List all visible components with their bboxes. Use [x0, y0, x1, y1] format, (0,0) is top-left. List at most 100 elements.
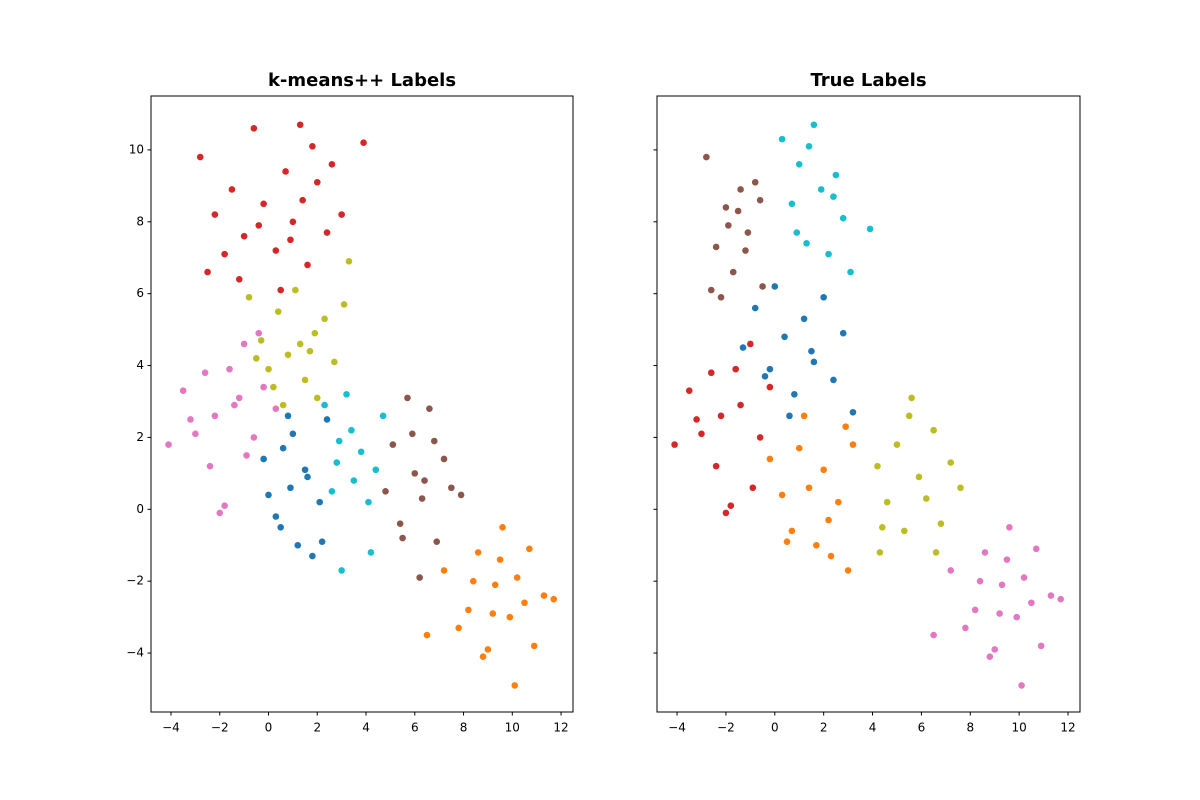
- point: [331, 358, 338, 366]
- point: [350, 477, 358, 484]
- point: [372, 466, 380, 474]
- point: [832, 171, 840, 179]
- point: [879, 523, 886, 531]
- point: [235, 275, 243, 283]
- point: [1020, 574, 1028, 581]
- point: [277, 523, 284, 531]
- point: [756, 434, 764, 441]
- point: [284, 351, 292, 359]
- point: [810, 358, 818, 366]
- point: [479, 653, 487, 660]
- chart-title: k-means++ Labels: [268, 70, 456, 91]
- point: [971, 606, 979, 614]
- point: [311, 329, 319, 337]
- point: [328, 488, 336, 495]
- point: [421, 477, 428, 484]
- point: [309, 552, 316, 560]
- point: [260, 383, 267, 391]
- point: [399, 534, 406, 542]
- point: [513, 574, 521, 581]
- point: [440, 567, 448, 574]
- point: [484, 646, 492, 653]
- point: [321, 401, 328, 409]
- y-tick-label: 2: [136, 430, 144, 444]
- x-tick-label: 0: [771, 721, 779, 735]
- point: [396, 520, 404, 527]
- point: [830, 376, 837, 384]
- point: [766, 365, 774, 373]
- point: [318, 538, 326, 545]
- point: [211, 211, 219, 218]
- point: [294, 541, 302, 549]
- point: [722, 509, 730, 517]
- point: [900, 527, 908, 535]
- point: [847, 268, 854, 276]
- y-tick-label: −2: [126, 574, 144, 588]
- point: [216, 509, 224, 517]
- point: [282, 168, 289, 175]
- point: [299, 196, 306, 204]
- point: [805, 484, 813, 492]
- point: [196, 153, 204, 161]
- point: [240, 340, 248, 348]
- point: [211, 412, 219, 420]
- point: [781, 333, 788, 341]
- point: [744, 229, 752, 236]
- point: [338, 567, 345, 574]
- point: [1013, 613, 1021, 621]
- point: [243, 452, 250, 459]
- point: [526, 545, 533, 553]
- point: [469, 577, 477, 585]
- point: [957, 484, 964, 492]
- point: [1003, 556, 1011, 563]
- point: [839, 329, 847, 337]
- x-tick-label: 6: [411, 721, 419, 735]
- point: [289, 430, 297, 438]
- x-tick-label: 12: [1060, 721, 1075, 735]
- point: [418, 495, 426, 502]
- point: [915, 473, 923, 481]
- point: [540, 592, 548, 599]
- point: [820, 466, 827, 474]
- point: [981, 549, 989, 556]
- point: [474, 549, 482, 556]
- point: [240, 232, 248, 240]
- point: [930, 631, 937, 639]
- point: [835, 498, 842, 506]
- point: [707, 286, 715, 294]
- point: [976, 577, 984, 585]
- x-tick-label: 8: [966, 721, 974, 735]
- point: [998, 581, 1006, 589]
- point: [732, 365, 739, 373]
- point: [272, 247, 280, 254]
- point: [521, 599, 528, 607]
- point: [778, 491, 786, 499]
- x-tick-label: 2: [313, 721, 321, 735]
- y-tick-label: −4: [126, 646, 144, 660]
- point: [986, 653, 994, 660]
- point: [265, 491, 272, 499]
- point: [257, 337, 265, 344]
- x-tick-label: 8: [460, 721, 468, 735]
- point: [255, 222, 263, 229]
- point: [165, 441, 172, 448]
- point: [791, 390, 798, 398]
- point: [839, 214, 847, 222]
- point: [301, 466, 309, 474]
- x-tick-label: 4: [869, 721, 877, 735]
- point: [844, 567, 852, 574]
- axes-frame: [656, 95, 1081, 713]
- point: [788, 200, 796, 208]
- point: [365, 498, 372, 506]
- point: [296, 121, 304, 129]
- point: [411, 470, 419, 477]
- point: [947, 459, 955, 466]
- point: [309, 143, 316, 150]
- point: [187, 416, 194, 423]
- point: [817, 186, 825, 193]
- point: [313, 178, 321, 186]
- point: [306, 347, 314, 355]
- point: [433, 538, 441, 545]
- point: [1028, 599, 1035, 607]
